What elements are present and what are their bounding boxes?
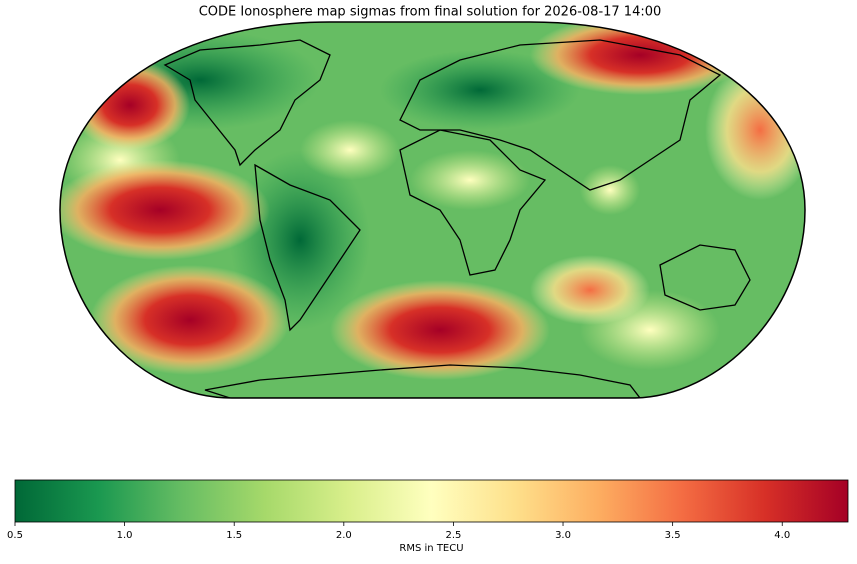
colorbar-label: RMS in TECU	[399, 543, 463, 554]
tick-label: 3.5	[665, 530, 681, 541]
chart-title: CODE Ionosphere map sigmas from final so…	[199, 5, 662, 20]
colorbar-gradient	[14, 479, 849, 523]
tick-label: 3.0	[555, 530, 571, 541]
tick-label: 1.5	[226, 530, 242, 541]
tick-label: 1.0	[117, 530, 133, 541]
map-outline	[59, 21, 806, 399]
map	[60, 22, 805, 398]
tick-label: 0.5	[7, 530, 23, 541]
tick-label: 2.0	[336, 530, 352, 541]
tick-label: 2.5	[445, 530, 461, 541]
tick-label: 4.0	[774, 530, 790, 541]
colorbar: 0.5 1.0 1.5 2.0 2.5 3.0 3.5 4.0 RMS in TECU	[7, 479, 849, 554]
